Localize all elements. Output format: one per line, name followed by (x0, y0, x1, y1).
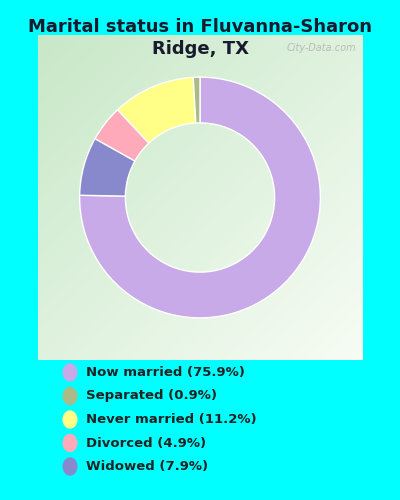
Wedge shape (193, 77, 200, 123)
Text: Separated (0.9%): Separated (0.9%) (86, 390, 217, 402)
Wedge shape (80, 77, 320, 318)
Text: Marital status in Fluvanna-Sharon
Ridge, TX: Marital status in Fluvanna-Sharon Ridge,… (28, 18, 372, 58)
Text: City-Data.com: City-Data.com (287, 44, 356, 54)
Wedge shape (95, 110, 149, 161)
Text: Now married (75.9%): Now married (75.9%) (86, 366, 245, 379)
Wedge shape (118, 78, 196, 143)
Text: Divorced (4.9%): Divorced (4.9%) (86, 436, 206, 450)
Text: Never married (11.2%): Never married (11.2%) (86, 413, 257, 426)
Wedge shape (80, 138, 135, 196)
Text: Widowed (7.9%): Widowed (7.9%) (86, 460, 208, 473)
